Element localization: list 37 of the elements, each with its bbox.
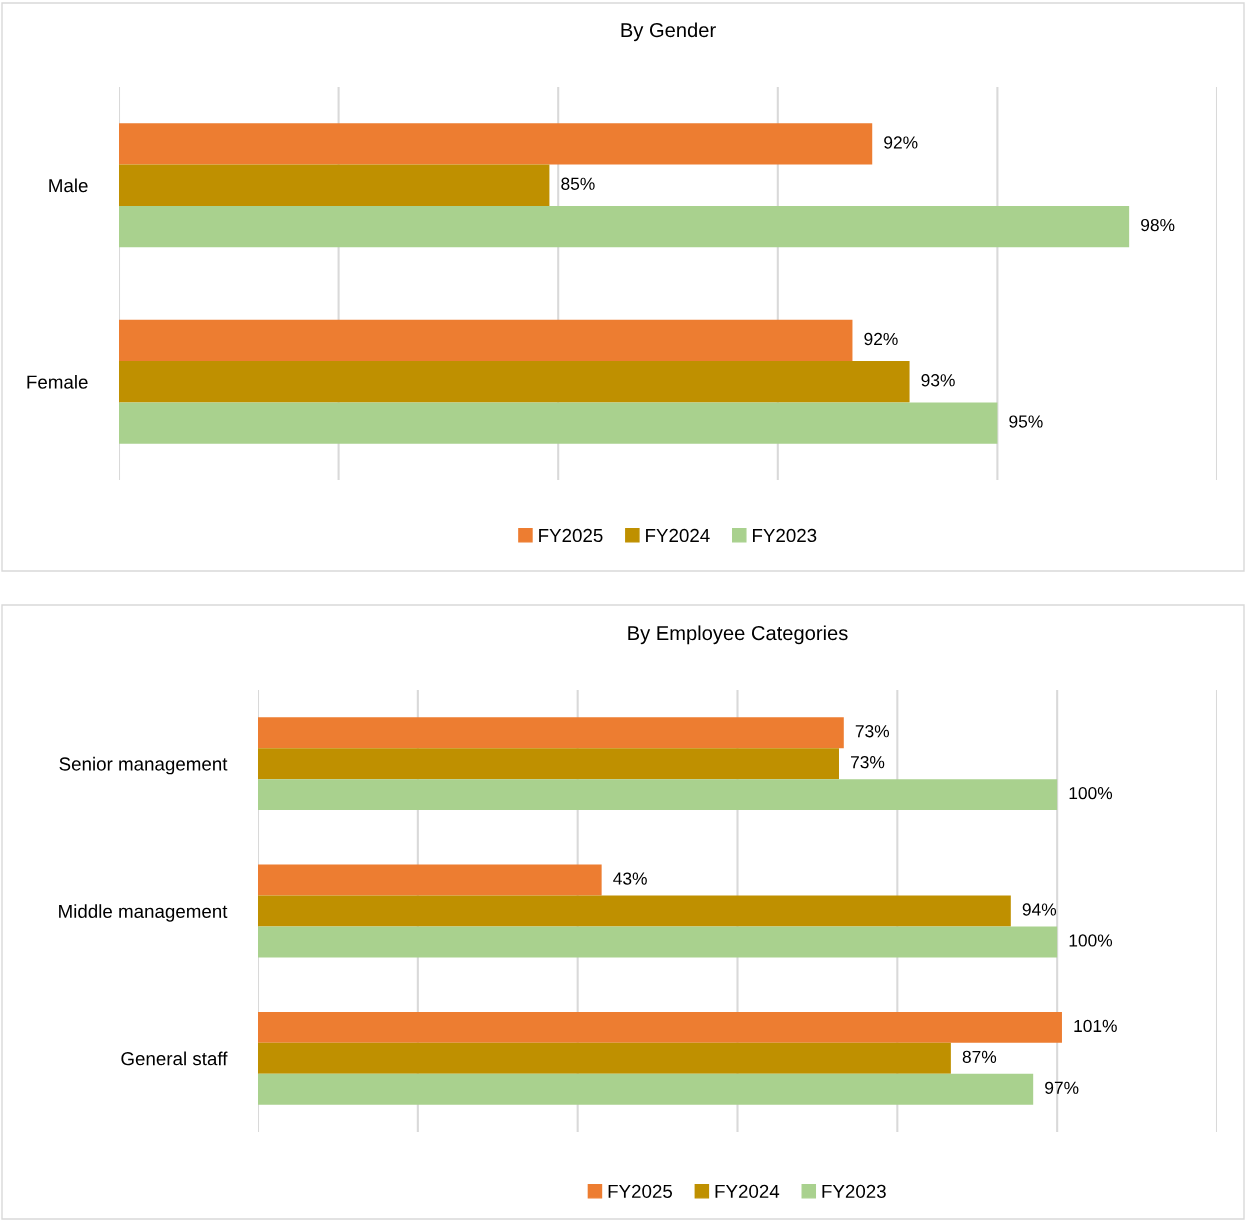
data-label: 43% (613, 872, 647, 885)
chart-title: By Gender (621, 22, 716, 42)
chart-title: By Employee Categories (628, 625, 848, 645)
data-label: 92% (884, 136, 918, 149)
bar (258, 717, 844, 749)
data-label: 85% (561, 177, 595, 190)
data-label: 101% (1074, 1019, 1117, 1033)
y-tick-label: Female (27, 374, 88, 389)
data-label: 100% (1069, 786, 1113, 800)
legend-label: FY2025 (608, 1184, 673, 1199)
data-label: 95% (1009, 415, 1043, 428)
bar (258, 926, 1058, 958)
data-label: 97% (1045, 1081, 1079, 1094)
data-label: 93% (921, 374, 955, 387)
y-tick-label: Middle management (59, 904, 228, 922)
bar (258, 895, 1011, 927)
legend-label: FY2023 (822, 1184, 886, 1199)
legend-label: FY2024 (646, 528, 710, 543)
y-tick-label: General staff (121, 1051, 228, 1066)
data-label: 98% (1141, 218, 1175, 232)
data-label: 92% (864, 332, 898, 346)
data-label: 94% (1022, 903, 1057, 916)
bar (258, 1073, 1034, 1105)
data-label: 87% (962, 1050, 997, 1063)
legend-label: FY2023 (753, 528, 817, 543)
bar (258, 779, 1058, 811)
bar (258, 1011, 1062, 1043)
legend-label: FY2024 (715, 1184, 780, 1199)
legend-label: FY2025 (539, 528, 603, 543)
y-tick-label: Male (49, 178, 88, 193)
data-label: 73% (855, 725, 890, 738)
data-label: 73% (851, 756, 885, 769)
bar (258, 748, 839, 780)
bar (258, 864, 602, 896)
bar (258, 1042, 951, 1074)
data-label: 100% (1069, 934, 1113, 947)
y-tick-label: Senior management (59, 756, 228, 775)
